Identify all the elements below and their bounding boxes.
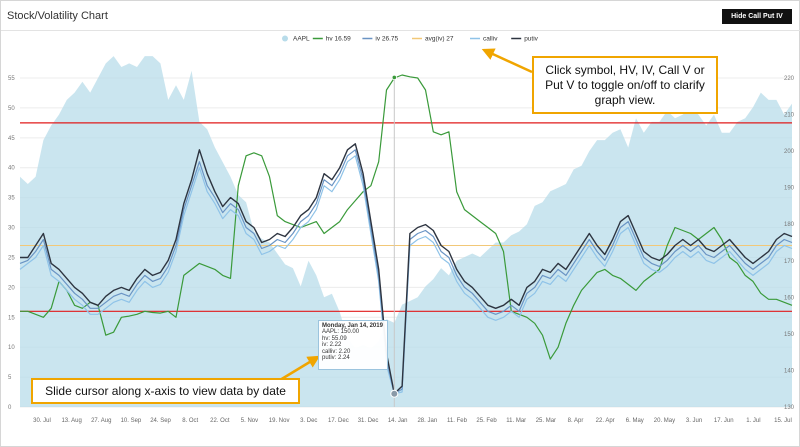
y-right-tick-label: 130 <box>784 405 795 411</box>
x-tick-label: 27. Aug <box>91 418 111 424</box>
y-left-tick-label: 30 <box>8 226 15 232</box>
tooltip-line: iv: 2.22 <box>322 342 342 349</box>
y-left-tick-label: 15 <box>8 315 15 321</box>
x-tick-label: 6. May <box>626 418 644 424</box>
x-tick-label: 11. Feb <box>447 418 468 424</box>
x-tick-label: 8. Apr <box>568 418 584 424</box>
x-tick-label: 30. Jul <box>33 418 51 424</box>
y-right-tick-label: 210 <box>784 113 795 119</box>
title-divider <box>1 30 800 31</box>
legend-item[interactable]: hv 16.59 <box>312 36 351 43</box>
tooltip-date: Monday, Jan 14, 2019 <box>322 323 383 329</box>
legend-item[interactable]: calliv <box>470 36 498 43</box>
x-tick-label: 25. Feb <box>476 418 497 424</box>
x-tick-label: 20. May <box>654 418 675 424</box>
date-tooltip: Monday, Jan 14, 2019 AAPL: 150.00 hv: 55… <box>318 320 388 370</box>
x-tick-label: 3. Jun <box>686 418 702 424</box>
y-right-tick-label: 190 <box>784 186 795 192</box>
toggle-hint-callout: Click symbol, HV, IV, Call V or Put V to… <box>532 56 718 114</box>
x-tick-label: 22. Apr <box>596 418 615 424</box>
window-title: Stock/Volatility Chart <box>7 10 108 22</box>
x-tick-label: 22. Oct <box>210 418 230 424</box>
cursor-hv-marker <box>391 74 397 81</box>
x-tick-label: 1. Jul <box>746 418 760 424</box>
legend-item[interactable]: putiv <box>511 36 539 43</box>
y-right-tick-label: 200 <box>784 149 795 155</box>
legend-item[interactable]: iv 26.75 <box>362 36 399 43</box>
date-cursor[interactable] <box>390 74 399 407</box>
legend-item[interactable]: avg(iv) 27 <box>412 36 454 43</box>
y-left-tick-label: 20 <box>8 285 15 291</box>
legend-label: iv 26.75 <box>375 36 398 43</box>
y-left-tick-label: 50 <box>8 106 15 112</box>
x-tick-label: 25. Mar <box>536 418 556 424</box>
tooltip-arrow <box>279 355 321 382</box>
cursor-handle <box>390 389 399 398</box>
y-left-tick-label: 55 <box>8 76 15 82</box>
y-left-tick-label: 25 <box>8 255 15 261</box>
aapl-area <box>20 56 792 407</box>
y-left-tick-label: 35 <box>8 196 15 202</box>
hide-call-put-iv-button[interactable]: Hide Call Put IV <box>722 9 792 24</box>
y-left-tick-label: 5 <box>8 375 12 381</box>
aapl-area-series <box>20 56 792 407</box>
y-right-tick-label: 180 <box>784 222 795 228</box>
x-tick-label: 17. Jun <box>714 418 734 424</box>
tooltip-line: putiv: 2.24 <box>322 355 350 362</box>
y-right-tick-label: 150 <box>784 332 795 338</box>
y-right-tick-label: 140 <box>784 368 795 374</box>
y-right-tick-label: 160 <box>784 295 795 301</box>
legend-label: hv 16.59 <box>326 36 351 43</box>
tooltip-line: hv: 55.09 <box>322 335 347 342</box>
x-tick-label: 10. Sep <box>121 418 142 424</box>
x-tick-label: 17. Dec <box>328 418 349 424</box>
cursor-hint-callout: Slide cursor along x-axis to view data b… <box>31 378 300 404</box>
volatility-lines <box>19 74 793 395</box>
annotation-arrows <box>279 48 533 382</box>
y-left-tick-label: 0 <box>8 405 12 411</box>
x-tick-label: 19. Nov <box>269 418 290 424</box>
chart-legend: AAPL hv 16.59 iv 26.75 avg(iv) 27 calliv puti… <box>282 35 539 43</box>
y-right-tick-label: 170 <box>784 259 795 265</box>
tooltip-line: AAPL: 150.00 <box>322 329 360 336</box>
tooltip-line: calliv: 2.20 <box>322 348 351 355</box>
legend-label: avg(iv) 27 <box>425 36 454 43</box>
y-right-tick-label: 220 <box>784 76 795 82</box>
legend-label: AAPL <box>293 36 310 43</box>
legend-arrow <box>481 48 533 74</box>
x-tick-label: 11. Mar <box>506 418 526 424</box>
x-tick-label: 8. Oct <box>182 418 198 424</box>
legend-label: putiv <box>524 36 538 43</box>
chart-axes: 5550454035302520151050220210200190180170… <box>8 76 795 424</box>
x-tick-label: 28. Jan <box>417 418 437 424</box>
y-left-tick-label: 40 <box>8 166 15 172</box>
x-tick-label: 13. Aug <box>61 418 81 424</box>
x-tick-label: 14. Jan <box>388 418 408 424</box>
x-tick-label: 24. Sep <box>150 418 171 424</box>
x-tick-label: 5. Nov <box>241 418 258 424</box>
putiv-line <box>20 143 793 395</box>
x-tick-label: 3. Dec <box>300 418 317 424</box>
legend-swatch <box>282 35 288 42</box>
legend-item[interactable]: AAPL <box>282 35 310 43</box>
legend-label: calliv <box>483 36 498 43</box>
x-tick-label: 31. Dec <box>358 418 379 424</box>
y-left-tick-label: 45 <box>8 136 15 142</box>
y-left-tick-label: 10 <box>8 345 15 351</box>
x-tick-label: 15. Jul <box>774 418 792 424</box>
